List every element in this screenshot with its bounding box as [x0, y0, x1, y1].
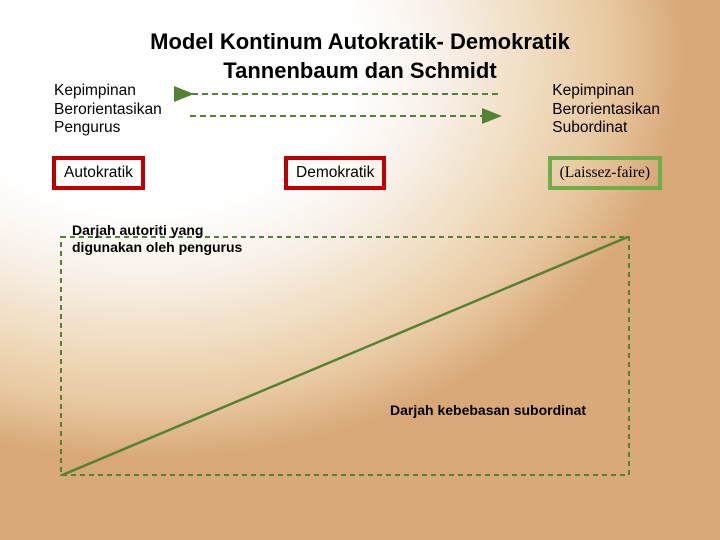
freedom-l1: Darjah kebebasan subordinat	[390, 402, 586, 418]
diagonal-line	[60, 236, 630, 476]
authority-l2: digunakan oleh pengurus	[72, 239, 242, 255]
continuum-rectangle	[60, 236, 630, 476]
autokratik-label: Autokratik	[64, 164, 133, 181]
laissez-faire-box: (Laissez-faire)	[548, 156, 662, 190]
authority-text: Darjah autoriti yang digunakan oleh peng…	[72, 222, 242, 256]
demokratik-box: Demokratik	[284, 156, 386, 190]
laissez-label: (Laissez-faire)	[560, 164, 650, 181]
demokratik-label: Demokratik	[296, 164, 374, 181]
authority-l1: Darjah autoriti yang	[72, 222, 203, 238]
autokratik-box: Autokratik	[52, 156, 145, 190]
freedom-text: Darjah kebebasan subordinat	[390, 402, 586, 418]
